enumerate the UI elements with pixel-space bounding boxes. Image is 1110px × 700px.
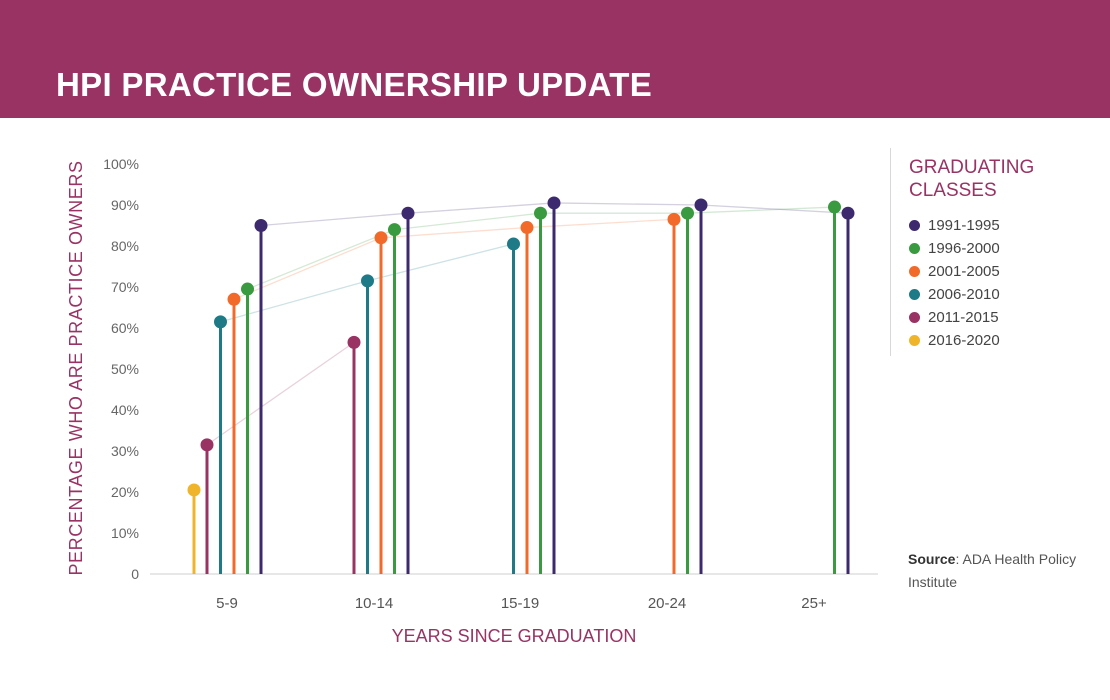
y-tick-label: 20% — [111, 484, 139, 500]
y-tick-label: 100% — [103, 156, 139, 172]
legend-item: 2011-2015 — [909, 306, 1000, 329]
lollipop-dot — [520, 221, 534, 235]
y-tick-label: 40% — [111, 402, 139, 418]
legend-item: 2001-2005 — [909, 260, 1000, 283]
lollipop-dot — [507, 237, 520, 251]
lollipop-dot — [401, 206, 415, 220]
legend-label: 1996-2000 — [928, 240, 1000, 257]
legend-swatch — [909, 266, 920, 277]
series-trend-line — [233, 218, 675, 300]
legend-item: 1991-1995 — [909, 214, 1000, 237]
lollipop-dot — [534, 206, 547, 220]
legend-label: 2001-2005 — [928, 263, 1000, 280]
legend-swatch — [909, 220, 920, 231]
y-tick-label: 70% — [111, 279, 139, 295]
y-tick-label: 60% — [111, 320, 139, 336]
legend-item: 1996-2000 — [909, 237, 1000, 260]
y-tick-label: 50% — [111, 361, 139, 377]
lollipop-dot — [694, 198, 708, 212]
lollipop-dot — [187, 483, 201, 497]
lollipop-dot — [828, 200, 841, 214]
source-text: : ADA Health Policy Institute — [908, 551, 1077, 590]
lollipop-dot — [667, 212, 681, 226]
lollipop-dot — [361, 274, 374, 288]
lollipop-dot — [547, 196, 561, 210]
x-tick-label: 20-24 — [648, 595, 686, 612]
x-tick-label: 15-19 — [501, 595, 539, 612]
x-tick-label: 5-9 — [216, 595, 238, 612]
lollipop-dot — [214, 315, 227, 329]
series-trend-line — [206, 341, 355, 446]
lollipop-dot — [388, 223, 401, 237]
y-tick-label: 0 — [131, 566, 139, 582]
legend-swatch — [909, 243, 920, 254]
legend-title: GRADUATING CLASSES — [909, 157, 1035, 201]
page-title: HPI PRACTICE OWNERSHIP UPDATE — [56, 66, 653, 103]
legend-label: 2016-2020 — [928, 332, 1000, 349]
x-axis-title: YEARS SINCE GRADUATION — [392, 626, 637, 646]
legend-swatch — [909, 312, 920, 323]
legend-swatch — [909, 335, 920, 346]
legend-item: 2006-2010 — [909, 283, 1000, 306]
y-tick-label: 10% — [111, 525, 139, 541]
legend-list: 1991-1995 1996-2000 2001-2005 2006-2010 2011… — [909, 214, 1000, 352]
y-tick-label: 30% — [111, 443, 139, 459]
lollipop-dot — [241, 282, 254, 296]
legend-label: 2006-2010 — [928, 286, 1000, 303]
lollipop-dot — [374, 231, 388, 245]
source-label: Source — [908, 551, 956, 567]
lollipop-dot — [681, 206, 694, 220]
lollipop-dot — [200, 438, 214, 452]
lollipop-dot — [254, 219, 268, 232]
legend-label: 2011-2015 — [928, 309, 999, 326]
header-banner: HPI PRACTICE OWNERSHIP UPDATE — [0, 0, 1110, 118]
legend-item: 2016-2020 — [909, 329, 1000, 352]
lollipop-dot — [841, 206, 855, 220]
x-tick-label: 25+ — [801, 595, 827, 612]
legend-label: 1991-1995 — [928, 217, 1000, 234]
source-note: Source: ADA Health Policy Institute — [908, 548, 1088, 594]
legend: GRADUATING CLASSES 1991-1995 1996-2000 200… — [890, 148, 1091, 356]
y-axis-title: PERCENTAGE WHO ARE PRACTICE OWNERS — [66, 160, 86, 575]
x-tick-label: 10-14 — [355, 595, 393, 612]
lollipop-dot — [227, 292, 241, 306]
y-tick-label: 90% — [111, 197, 139, 213]
lollipop-dot — [347, 335, 361, 349]
y-tick-label: 80% — [111, 238, 139, 254]
legend-swatch — [909, 289, 920, 300]
